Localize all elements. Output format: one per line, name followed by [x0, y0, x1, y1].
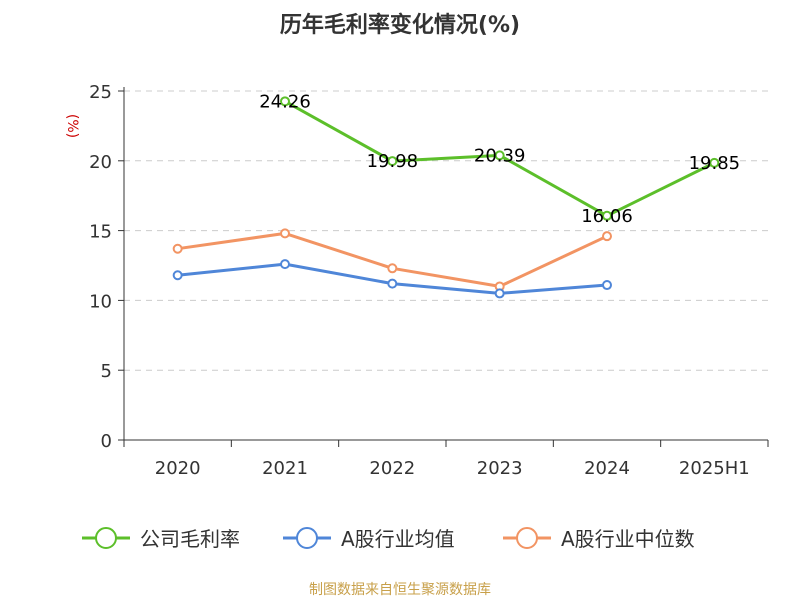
y-tick-label-0: 0 — [101, 431, 112, 452]
y-tick-label-10: 10 — [89, 291, 112, 312]
legend-label-2: A股行业中位数 — [561, 527, 695, 551]
data-labels: 24.26 19.98 20.39 16.06 19.85 — [259, 91, 740, 226]
data-label-2021: 24.26 — [259, 91, 311, 112]
point-s2-2024 — [602, 231, 612, 242]
data-label-2024: 16.06 — [581, 206, 633, 227]
x-tick-label-2024: 2024 — [584, 458, 630, 479]
point-s1-2020 — [172, 270, 183, 281]
y-tick-label-20: 20 — [89, 152, 112, 173]
y-tick-label-15: 15 — [89, 222, 112, 243]
data-label-2023: 20.39 — [474, 145, 526, 166]
point-s1-2022 — [387, 278, 398, 289]
source-note: 制图数据来自恒生聚源数据库 — [309, 582, 491, 598]
point-s2-2021 — [280, 228, 290, 239]
legend-marker-1 — [296, 527, 318, 549]
legend-label-1: A股行业均值 — [341, 527, 455, 551]
point-s2-2022 — [387, 263, 398, 274]
point-s0-2021 — [280, 96, 290, 107]
x-tick-label-2022: 2022 — [369, 458, 415, 479]
legend: 公司毛利率 A股行业均值 A股行业中位数 — [82, 527, 695, 551]
point-s0-2025H1 — [709, 157, 720, 168]
gridlines — [124, 90, 768, 371]
chart-title: 历年毛利率变化情况(%) — [280, 12, 520, 38]
axes: 0 5 10 15 20 25 2020 2021 2022 2023 2024 2025H1 — [89, 82, 769, 479]
point-s1-2021 — [280, 259, 290, 270]
point-s0-2024 — [602, 210, 612, 221]
x-tick-label-2025H1: 2025H1 — [679, 458, 750, 479]
legend-marker-0 — [95, 527, 117, 549]
y-tick-label-5: 5 — [101, 361, 112, 382]
x-tick-label-2021: 2021 — [262, 458, 308, 479]
point-s0-2023 — [494, 150, 505, 161]
point-s2-2020 — [172, 243, 183, 254]
data-label-2025H1: 19.85 — [689, 153, 741, 174]
x-tick-label-2020: 2020 — [155, 458, 201, 479]
series-group — [172, 96, 720, 299]
x-tick-label-2023: 2023 — [477, 458, 523, 479]
series-line-2 — [177, 231, 608, 288]
y-tick-label-25: 25 — [89, 82, 112, 103]
data-label-2022: 19.98 — [367, 151, 419, 172]
legend-label-0: 公司毛利率 — [140, 527, 240, 551]
legend-marker-2 — [516, 527, 538, 549]
point-s0-2022 — [387, 156, 398, 167]
y-axis-unit: (%) — [64, 114, 80, 138]
point-s1-2023 — [494, 288, 505, 299]
point-s1-2024 — [602, 280, 612, 291]
